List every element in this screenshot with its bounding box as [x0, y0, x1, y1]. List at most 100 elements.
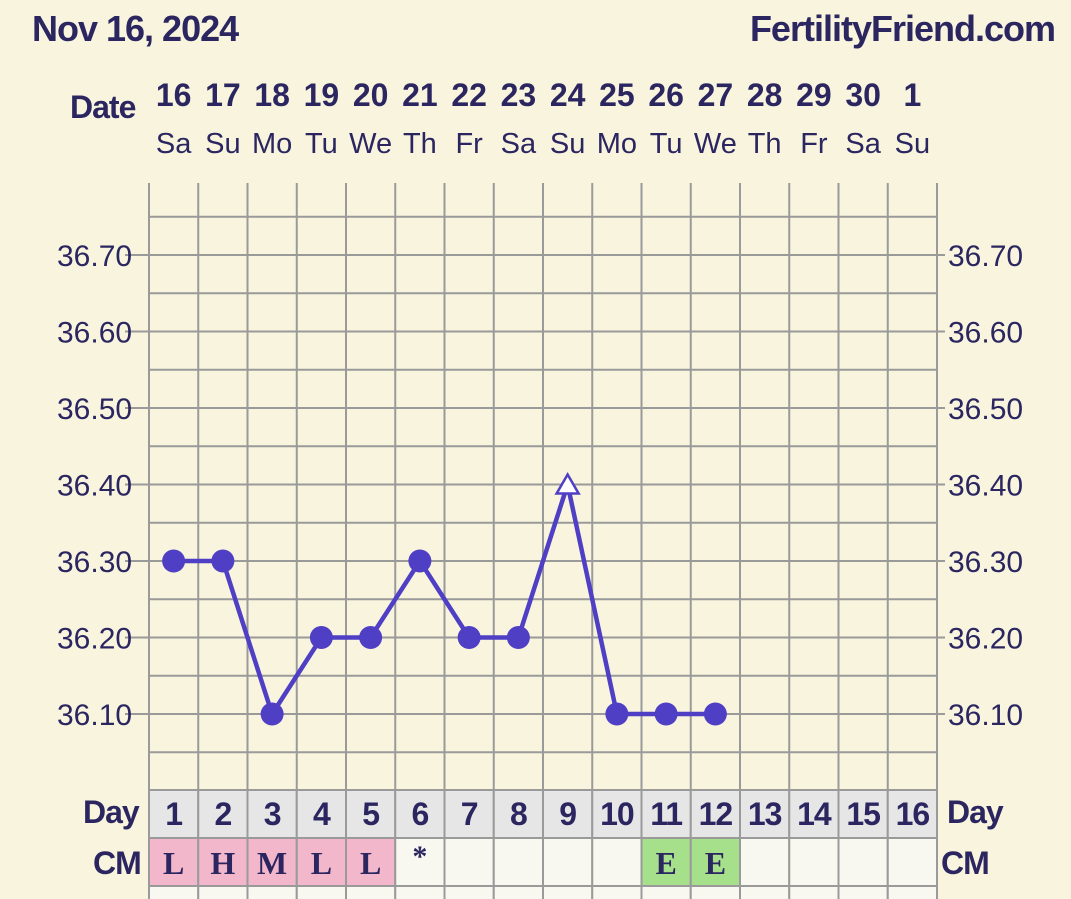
temperature-point [162, 549, 186, 573]
cm-cell [689, 837, 741, 887]
weekday-label: Sa [156, 128, 192, 160]
cycle-day-label: 12 [699, 796, 733, 832]
date-label: 20 [353, 77, 389, 113]
temperature-point-open [554, 472, 581, 495]
next-row-cell [492, 885, 544, 899]
cm-cell [788, 837, 840, 887]
weekday-label: Mo [252, 128, 292, 160]
weekday-label: We [694, 128, 737, 160]
date-label: 21 [402, 77, 438, 113]
next-row-cell [345, 885, 397, 899]
cm-value: L [163, 845, 184, 881]
next-row-cell [788, 885, 840, 899]
cycle-day-label: 3 [264, 796, 281, 832]
date-row-label: Date [70, 89, 136, 125]
next-row-cell [295, 885, 347, 899]
next-row-cell [443, 885, 495, 899]
cm-value: M [257, 845, 287, 881]
day-cell [837, 789, 889, 839]
cm-row-label-left: CM [93, 845, 141, 881]
weekday-label: Th [748, 128, 782, 160]
y-tick-label-left: 36.20 [57, 623, 132, 656]
y-tick-label-left: 36.30 [57, 546, 132, 579]
weekday-label: Su [205, 128, 240, 160]
weekday-label: We [349, 128, 392, 160]
cm-value: H [210, 845, 235, 881]
day-cell [640, 789, 692, 839]
date-label: 25 [599, 77, 635, 113]
y-tick-label-right: 36.20 [948, 623, 1023, 656]
cm-row-label-right: CM [941, 845, 989, 881]
next-row-cell [739, 885, 791, 899]
weekday-label: Fr [455, 128, 483, 160]
date-label: 24 [550, 77, 586, 113]
cycle-day-label: 16 [896, 796, 930, 832]
temperature-point [359, 626, 383, 649]
weekday-label: Su [895, 128, 930, 160]
day-cell [345, 789, 397, 839]
date-label: 23 [501, 77, 537, 113]
y-tick-label-left: 36.10 [57, 699, 132, 732]
temperature-point [457, 626, 481, 649]
cycle-day-label: 1 [165, 796, 182, 832]
next-row-cell [148, 885, 200, 899]
y-tick-label-left: 36.70 [57, 240, 132, 273]
y-tick-label-right: 36.10 [948, 699, 1023, 732]
cm-cell [542, 837, 594, 887]
y-tick-label-right: 36.40 [948, 470, 1023, 503]
cm-cell [492, 837, 544, 887]
y-tick-label-right: 36.70 [948, 240, 1023, 273]
cycle-day-label: 6 [411, 796, 428, 832]
cm-cell [443, 837, 495, 887]
cm-value: E [655, 845, 676, 881]
next-row-cell [246, 885, 298, 899]
next-row-cell [394, 885, 446, 899]
cycle-day-label: 9 [559, 796, 576, 832]
day-cell [591, 789, 643, 839]
cm-value: * [412, 840, 427, 873]
temperature-point [408, 549, 432, 573]
weekday-label: Tu [650, 128, 683, 160]
site-name: FertilityFriend.com [749, 8, 1056, 49]
date-label: 27 [698, 77, 734, 113]
cycle-day-label: 2 [214, 796, 231, 832]
date-label: 17 [205, 77, 241, 113]
cycle-day-label: 7 [461, 796, 478, 832]
date-label: 30 [845, 77, 881, 113]
date-label: 28 [747, 77, 783, 113]
y-tick-label-left: 36.60 [57, 317, 132, 350]
cycle-day-label: 14 [797, 796, 832, 832]
cycle-day-label: 10 [600, 796, 634, 832]
cm-cell [148, 837, 200, 887]
y-tick-label-right: 36.30 [948, 546, 1023, 579]
date-label: 29 [796, 77, 832, 113]
weekday-label: Sa [845, 128, 881, 160]
weekday-label: Tu [305, 128, 338, 160]
weekday-label: Mo [597, 128, 637, 160]
day-cell [295, 789, 347, 839]
day-cell [443, 789, 495, 839]
y-tick-label-left: 36.50 [57, 393, 132, 426]
day-row-label-left: Day [83, 794, 140, 830]
temperature-point [309, 626, 333, 649]
cm-cell [837, 837, 889, 887]
y-tick-label-right: 36.60 [948, 317, 1023, 350]
cm-value: L [311, 845, 332, 881]
cm-cell [591, 837, 643, 887]
cycle-day-label: 13 [748, 796, 782, 832]
next-row-cell [837, 885, 889, 899]
day-cell [197, 789, 249, 839]
next-row-cell [640, 885, 692, 899]
date-label: 22 [451, 77, 487, 113]
chart-start-date: Nov 16, 2024 [32, 8, 239, 49]
cm-cell [886, 837, 938, 887]
next-row-cell [886, 885, 938, 899]
cycle-day-label: 11 [650, 796, 682, 832]
temperature-point [211, 549, 235, 573]
temperature-point [654, 702, 678, 726]
temperature-point [605, 702, 629, 726]
weekday-label: Sa [501, 128, 537, 160]
cycle-day-label: 4 [313, 796, 331, 832]
date-label: 16 [156, 77, 192, 113]
